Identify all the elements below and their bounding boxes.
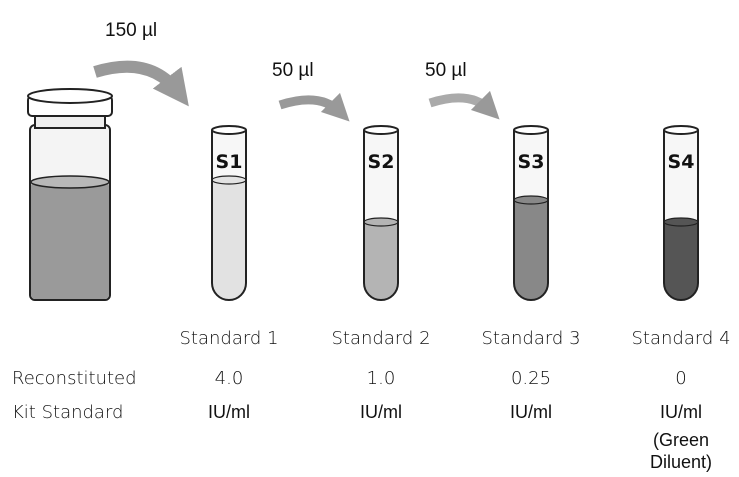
standard-name: Standard 4: [631, 328, 730, 349]
tube-rim: [211, 125, 247, 135]
tube-label: S2: [368, 151, 395, 173]
concentration: 0.25: [511, 368, 551, 389]
arrow: [278, 92, 350, 122]
unit: IU/ml: [208, 402, 250, 422]
arrow: [93, 60, 189, 107]
tube-outline: [211, 130, 247, 301]
tube-outline: [363, 130, 399, 301]
tube-outline: [663, 130, 699, 301]
liquid-surface: [363, 217, 399, 227]
liquid-surface: [663, 217, 699, 227]
row-label: Reconstituted: [12, 368, 137, 389]
concentration: 4.0: [215, 368, 244, 389]
liquid: [212, 180, 246, 300]
unit: IU/ml: [360, 402, 402, 422]
standard-name: Standard 3: [481, 328, 580, 349]
tube-rim: [513, 125, 549, 135]
vial: [27, 88, 113, 301]
row-label: Kit Standard: [12, 402, 123, 423]
tube-label: S4: [668, 151, 695, 173]
concentration: 1.0: [367, 368, 396, 389]
transfer-volume: 50 µl: [272, 60, 314, 81]
tube-rim: [363, 125, 399, 135]
liquid-surface: [211, 175, 247, 185]
tube-label: S3: [518, 151, 545, 173]
liquid: [664, 222, 698, 300]
standard-name: Standard 2: [331, 328, 430, 349]
unit: IU/ml: [660, 402, 702, 422]
transfer-volume: 50 µl: [425, 60, 467, 81]
tube-label: S1: [216, 151, 243, 173]
unit: IU/ml: [510, 402, 552, 422]
concentration: 0: [675, 368, 686, 389]
liquid: [364, 222, 398, 300]
arrow: [428, 90, 500, 120]
tube-rim: [663, 125, 699, 135]
liquid: [514, 200, 548, 300]
standard-name: Standard 1: [179, 328, 278, 349]
note: (Green: [653, 430, 709, 450]
tube-outline: [513, 130, 549, 301]
transfer-volume: 150 µl: [105, 20, 157, 41]
note: Diluent): [650, 452, 712, 472]
liquid-surface: [513, 195, 549, 205]
